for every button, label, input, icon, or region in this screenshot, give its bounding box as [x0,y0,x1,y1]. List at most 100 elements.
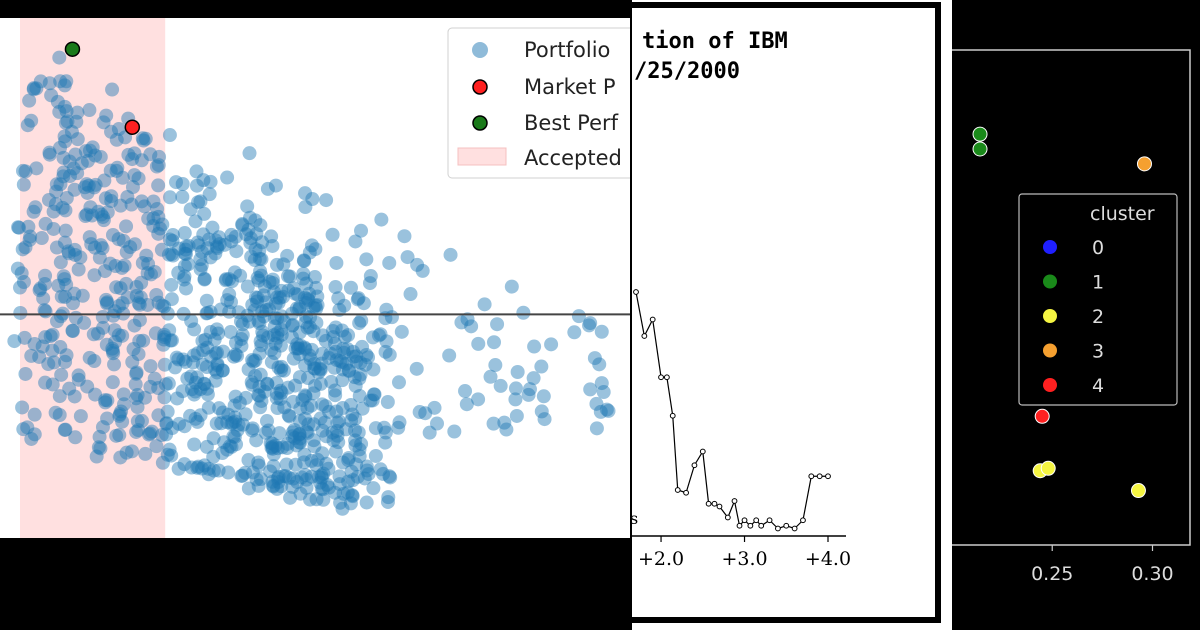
portfolio-point [302,310,317,325]
portfolio-point [526,371,541,386]
portfolio-point [58,289,73,304]
portfolio-point [208,362,223,377]
portfolio-point [189,164,204,179]
portfolio-point [486,416,501,431]
portfolio-point [67,389,82,404]
portfolio-point [350,469,365,484]
portfolio-point [144,424,159,439]
portfolio-point [458,384,473,399]
portfolio-point [59,348,74,363]
portfolio-point [95,209,110,224]
portfolio-point [129,366,144,381]
portfolio-point [332,477,347,492]
portfolio-point [230,423,245,438]
portfolio-point [66,161,81,176]
portfolio-point [127,237,142,252]
portfolio-point [310,289,325,304]
portfolio-point [265,474,280,489]
portfolio-point [115,414,130,429]
portfolio-point [22,232,37,247]
portfolio-point [248,213,263,228]
portfolio-point [81,178,96,193]
portfolio-point [344,464,359,479]
portfolio-point [171,352,186,367]
portfolio-point [200,340,215,355]
portfolio-point [343,398,358,413]
portfolio-point [254,268,269,283]
portfolio-point [368,448,383,463]
portfolio-point [151,295,166,310]
portfolio-point [306,300,321,315]
portfolio-point [274,327,289,342]
portfolio-point [286,471,301,486]
portfolio-point [353,367,368,382]
portfolio-point [265,441,280,456]
portfolio-point [330,428,345,443]
portfolio-point [490,317,505,332]
portfolio-point [227,429,242,444]
portfolio-point [119,445,134,460]
price-point [816,473,823,480]
portfolio-point [283,490,298,505]
portfolio-point [324,374,339,389]
portfolio-point [341,474,356,489]
portfolio-point [271,469,286,484]
portfolio-point [88,177,103,192]
portfolio-point [91,440,106,455]
portfolio-point [143,267,158,282]
portfolio-point [274,359,289,374]
portfolio-point [295,393,310,408]
portfolio-point [159,427,174,442]
portfolio-point [250,294,265,309]
portfolio-point [70,105,85,120]
portfolio-point [82,103,97,118]
portfolio-point [509,408,524,423]
portfolio-point [41,357,56,372]
portfolio-point [286,281,301,296]
portfolio-point [341,363,356,378]
portfolio-point [52,389,67,404]
price-line [635,291,828,530]
portfolio-point [143,359,158,374]
portfolio-point [193,408,208,423]
portfolio-point [306,324,321,339]
portfolio-point [82,230,97,245]
portfolio-point [171,265,186,280]
portfolio-point [117,258,132,273]
portfolio-point [199,293,214,308]
portfolio-point [20,118,35,133]
portfolio-point [209,239,224,254]
portfolio-point [262,274,277,289]
portfolio-point [544,337,559,352]
portfolio-point [58,134,73,149]
portfolio-point [341,453,356,468]
portfolio-point [284,330,299,345]
portfolio-point [190,346,205,361]
portfolio-point [352,449,367,464]
portfolio-point [257,384,272,399]
portfolio-point [134,275,149,290]
portfolio-point [222,439,237,454]
portfolio-point [594,324,609,339]
portfolio-point [223,295,238,310]
portfolio-point [54,289,69,304]
portfolio-point [267,319,282,334]
portfolio-point [418,406,433,421]
portfolio-point [196,343,211,358]
portfolio-point [227,265,242,280]
portfolio-point [68,310,83,325]
portfolio-point [309,315,324,330]
portfolio-point [583,316,598,331]
portfolio-point [33,74,48,89]
portfolio-point [290,475,305,490]
portfolio-point [197,376,212,391]
portfolio-point [251,273,266,288]
portfolio-point [291,341,306,356]
portfolio-point [146,218,161,233]
portfolio-point [240,279,255,294]
portfolio-point [73,250,88,265]
portfolio-point [349,457,364,472]
portfolio-point [319,193,334,208]
portfolio-point [252,379,267,394]
portfolio-point [271,475,286,490]
